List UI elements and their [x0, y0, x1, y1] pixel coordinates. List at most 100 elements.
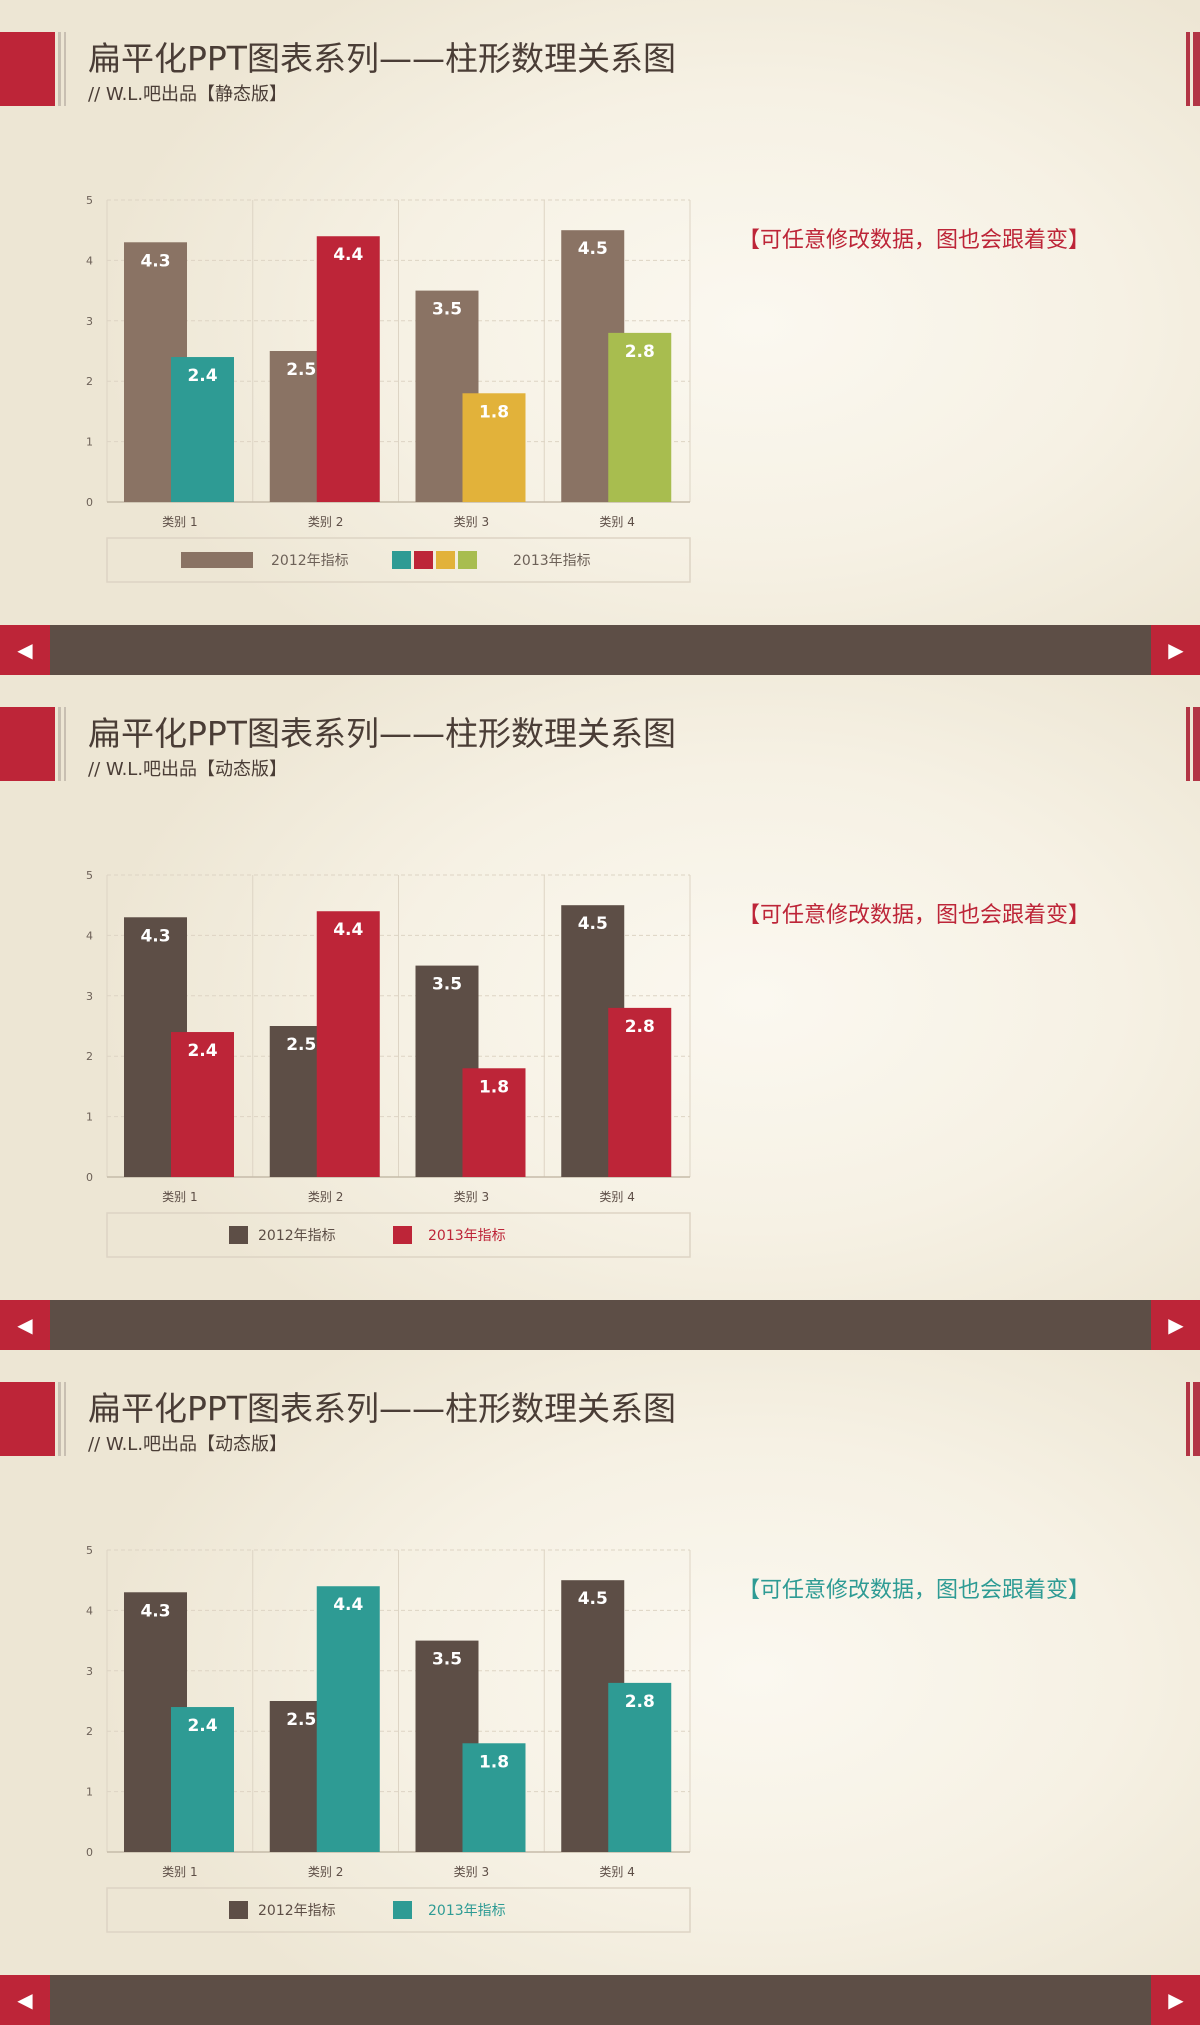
- bar-value-label: 4.3: [140, 926, 170, 946]
- bar-value-label: 2.4: [187, 366, 217, 386]
- bar: [316, 236, 380, 503]
- triangle-right-icon[interactable]: ▶: [1151, 625, 1200, 675]
- slide-title: 扁平化PPT图表系列——柱形数理关系图: [88, 714, 676, 753]
- bar-value-label: 2.8: [625, 1692, 655, 1712]
- x-tick-label: 类别 1: [162, 1865, 197, 1879]
- bar: [171, 1032, 234, 1177]
- y-tick-label: 5: [86, 869, 93, 882]
- bar-value-label: 3.5: [432, 975, 462, 995]
- slide-title: 扁平化PPT图表系列——柱形数理关系图: [88, 39, 676, 78]
- bar-value-label: 1.8: [479, 402, 509, 422]
- slide-subtitle: // W.L.吧出品【动态版】: [88, 1434, 288, 1455]
- y-tick-label: 3: [86, 990, 93, 1003]
- triangle-left-icon[interactable]: ◀: [0, 1975, 50, 2025]
- x-tick-label: 类别 2: [308, 1865, 343, 1879]
- bar: [608, 1007, 672, 1177]
- x-tick-label: 类别 1: [162, 515, 197, 529]
- right-accent-line: [1193, 1382, 1200, 1456]
- slide-2: 扁平化PPT图表系列——柱形数理关系图 // W.L.吧出品【动态版】 【可任意…: [0, 675, 1200, 1350]
- x-tick-label: 类别 3: [454, 515, 489, 529]
- bar-value-label: 4.3: [140, 1601, 170, 1621]
- bar-value-label: 4.4: [333, 920, 363, 940]
- y-tick-label: 2: [86, 1725, 93, 1738]
- edit-note: 【可任意修改数据，图也会跟着变】: [738, 228, 1091, 253]
- y-tick-label: 4: [86, 1604, 93, 1617]
- legend-swatch-2013: [458, 551, 477, 569]
- legend-swatch-2012: [181, 552, 253, 568]
- bar: [608, 332, 672, 502]
- bar-value-label: 3.5: [432, 300, 462, 320]
- y-tick-label: 3: [86, 1665, 93, 1678]
- bar-value-label: 2.5: [286, 1710, 316, 1730]
- x-tick-label: 类别 3: [454, 1190, 489, 1204]
- right-accent-line: [1186, 707, 1190, 781]
- y-tick-label: 0: [86, 496, 93, 509]
- title-accent-line: [64, 1382, 66, 1456]
- right-accent-line: [1193, 707, 1200, 781]
- bottom-bar: [0, 1975, 1200, 2025]
- bar-value-label: 4.5: [578, 1589, 608, 1609]
- edit-note: 【可任意修改数据，图也会跟着变】: [738, 1578, 1091, 1603]
- bar-value-label: 4.3: [140, 251, 170, 271]
- legend-swatch-2013: [393, 1901, 412, 1919]
- bar: [316, 911, 380, 1177]
- triangle-right-icon[interactable]: ▶: [1151, 1975, 1200, 2025]
- bar-value-label: 4.5: [578, 914, 608, 934]
- slide-subtitle: // W.L.吧出品【动态版】: [88, 759, 288, 780]
- bar-value-label: 2.5: [286, 1035, 316, 1055]
- y-tick-label: 1: [86, 1786, 93, 1799]
- x-tick-label: 类别 4: [599, 515, 634, 529]
- legend-swatch-2013: [393, 1226, 412, 1244]
- triangle-right-icon[interactable]: ▶: [1151, 1300, 1200, 1350]
- legend-swatch-2013: [414, 551, 433, 569]
- triangle-left-icon[interactable]: ◀: [0, 625, 50, 675]
- bar-chart: 0 1 2 3 4 5 4.3 2.4 类别 1 2.5 4.4 类别 2 3.5 1.8 类别 3 4.5 2…: [86, 1544, 691, 1933]
- y-tick-label: 1: [86, 1111, 93, 1124]
- title-accent-line: [64, 707, 66, 781]
- bar: [462, 1743, 526, 1852]
- legend-label-2013: 2013年指标: [428, 1903, 506, 1919]
- y-tick-label: 4: [86, 254, 93, 267]
- y-tick-label: 4: [86, 929, 93, 942]
- right-accent-line: [1193, 32, 1200, 106]
- bar-value-label: 2.5: [286, 360, 316, 380]
- bar: [171, 357, 234, 502]
- x-tick-label: 类别 4: [599, 1865, 634, 1879]
- triangle-left-icon[interactable]: ◀: [0, 1300, 50, 1350]
- legend-swatch-2013: [392, 551, 411, 569]
- legend-label-2013: 2013年指标: [513, 553, 591, 569]
- slide-subtitle: // W.L.吧出品【静态版】: [88, 84, 288, 105]
- y-tick-label: 1: [86, 436, 93, 449]
- bar: [608, 1682, 672, 1852]
- y-tick-label: 2: [86, 1050, 93, 1063]
- legend-swatch-2013: [436, 551, 455, 569]
- bar-value-label: 4.4: [333, 245, 363, 265]
- x-tick-label: 类别 4: [599, 1190, 634, 1204]
- slide-3: 扁平化PPT图表系列——柱形数理关系图 // W.L.吧出品【动态版】 【可任意…: [0, 1350, 1200, 2025]
- y-tick-label: 5: [86, 1544, 93, 1557]
- slide-title: 扁平化PPT图表系列——柱形数理关系图: [88, 1389, 676, 1428]
- x-tick-label: 类别 3: [454, 1865, 489, 1879]
- legend-label-2013: 2013年指标: [428, 1228, 506, 1244]
- bar-value-label: 2.8: [625, 1017, 655, 1037]
- legend-label-2012: 2012年指标: [258, 1228, 336, 1244]
- legend-label-2012: 2012年指标: [271, 553, 349, 569]
- x-tick-label: 类别 1: [162, 1190, 197, 1204]
- bar: [462, 1068, 526, 1177]
- bar-value-label: 2.8: [625, 342, 655, 362]
- title-accent-block: [0, 32, 55, 106]
- legend-box: [106, 537, 691, 583]
- legend-swatch-2012: [229, 1901, 248, 1919]
- right-accent-line: [1186, 1382, 1190, 1456]
- legend-swatch-2012: [229, 1226, 248, 1244]
- bar: [462, 393, 526, 502]
- bar-chart: 0 1 2 3 4 5 4.3 2.4 类别 1 2.5 4.4 类别 2 3.5 1.8 类别 3 4.5 2…: [86, 194, 691, 583]
- edit-note: 【可任意修改数据，图也会跟着变】: [738, 903, 1091, 928]
- bar-value-label: 2.4: [187, 1716, 217, 1736]
- bar: [316, 1586, 380, 1852]
- title-accent-line: [58, 32, 61, 106]
- bar-chart: 0 1 2 3 4 5 4.3 2.4 类别 1 2.5 4.4 类别 2 3.5 1.8 类别 3 4.5 2…: [86, 869, 691, 1258]
- bar-value-label: 2.4: [187, 1041, 217, 1061]
- y-tick-label: 3: [86, 315, 93, 328]
- bar: [171, 1707, 234, 1852]
